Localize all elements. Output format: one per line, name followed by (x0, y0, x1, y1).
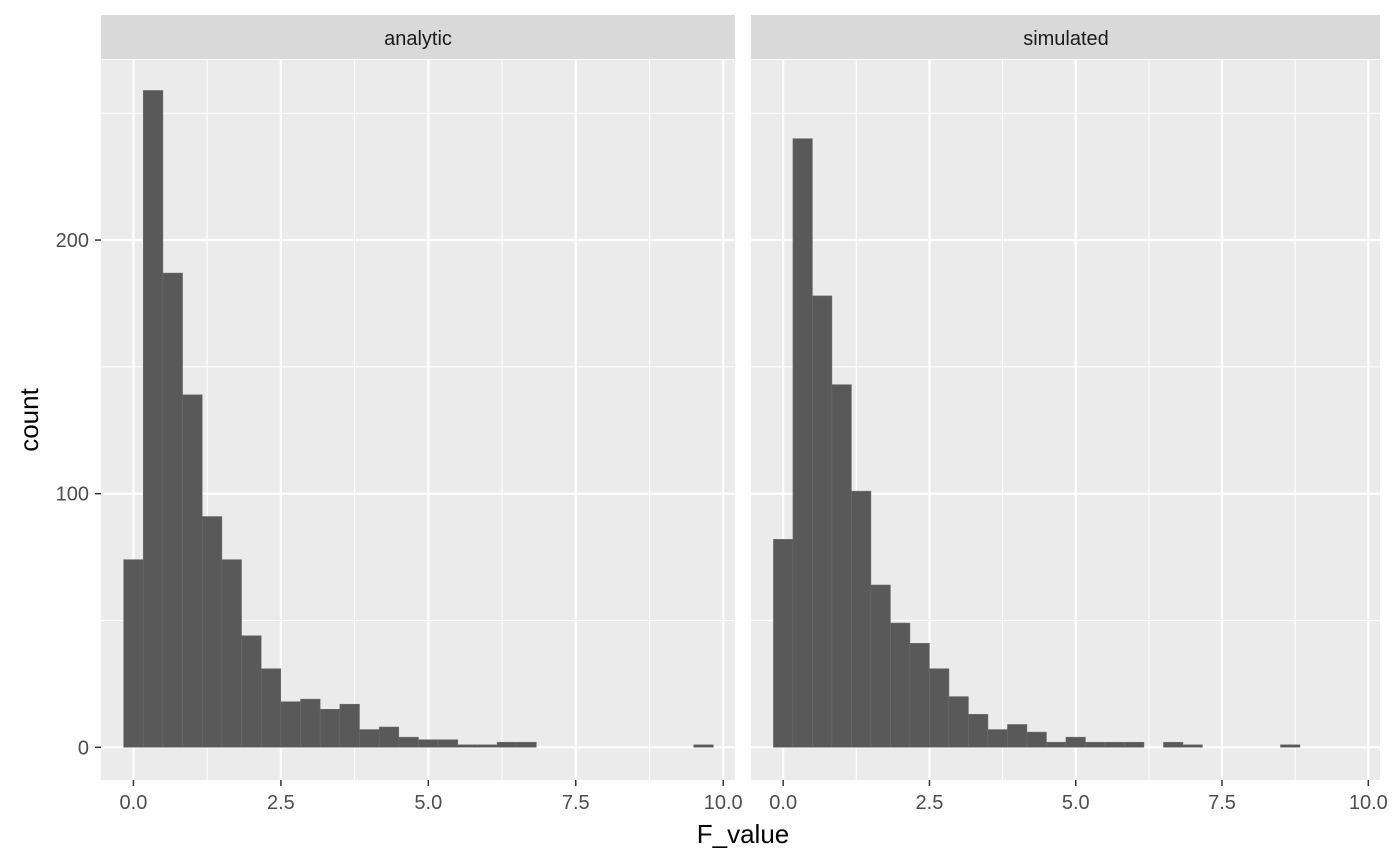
histogram-bar (1280, 744, 1301, 748)
histogram-bar (221, 559, 242, 748)
histogram-bar (870, 584, 891, 748)
histogram-bar (831, 384, 852, 748)
histogram-bar (339, 703, 360, 748)
x-tick-label: 2.5 (267, 792, 295, 814)
histogram-bar (1124, 741, 1145, 748)
histogram-bar (437, 739, 459, 748)
histogram-bar (319, 708, 341, 748)
histogram-bar (418, 739, 439, 748)
bars-analytic (123, 90, 714, 748)
histogram-bar (182, 394, 203, 748)
histogram-bar (1182, 744, 1203, 748)
histogram-bar (123, 559, 144, 748)
histogram-bar (162, 272, 183, 748)
x-tick-label: 0.0 (120, 792, 148, 814)
histogram-bar (1065, 736, 1086, 748)
x-axis-title: F_value (697, 819, 790, 849)
histogram-bar (496, 741, 517, 748)
histogram-bar (359, 729, 380, 748)
panel-simulated: simulated 0.0 2.5 5.0 7.5 10.0 (751, 15, 1388, 814)
histogram-bar (241, 635, 262, 748)
histogram-bar (909, 643, 930, 748)
histogram-bar (1026, 731, 1047, 748)
x-tick-label: 0.0 (769, 792, 797, 814)
x-axis-simulated: 0.0 2.5 5.0 7.5 10.0 (769, 780, 1388, 814)
histogram-bar (516, 741, 537, 748)
histogram-bar (773, 539, 794, 748)
y-axis: 0 100 200 (56, 230, 101, 759)
histogram-bar (812, 295, 833, 748)
histogram-bar (1085, 741, 1106, 748)
histogram-bar (929, 668, 950, 748)
histogram-bar (1104, 741, 1125, 748)
x-axis-analytic: 0.0 2.5 5.0 7.5 10.0 (120, 780, 743, 814)
strip-label-simulated: simulated (1023, 28, 1109, 50)
y-tick-label: 200 (56, 230, 89, 252)
histogram-bar (378, 726, 400, 748)
histogram-bar (851, 490, 872, 748)
y-axis-title: count (14, 387, 44, 451)
histogram-bar (792, 138, 813, 748)
histogram-bar (260, 668, 282, 748)
y-tick-label: 100 (56, 484, 89, 506)
histogram-bar (280, 701, 301, 748)
bars-simulated (773, 138, 1301, 748)
strip-analytic (101, 15, 735, 59)
x-tick-label: 5.0 (414, 792, 442, 814)
x-tick-label: 10.0 (1349, 792, 1388, 814)
histogram-bar (968, 714, 989, 748)
y-tick-label: 0 (78, 737, 89, 759)
x-tick-label: 7.5 (1208, 792, 1236, 814)
x-tick-label: 7.5 (562, 792, 590, 814)
histogram-bar (477, 744, 498, 748)
histogram-bar (457, 744, 478, 748)
histogram-bar (143, 90, 164, 748)
strip-label-analytic: analytic (384, 28, 452, 50)
histogram-bar (300, 698, 321, 748)
strip-simulated (751, 15, 1380, 59)
histogram-bar (693, 744, 714, 748)
histogram-bar (1046, 741, 1067, 748)
histogram-bar (948, 696, 969, 748)
x-tick-label: 2.5 (916, 792, 944, 814)
histogram-bar (1007, 724, 1028, 748)
histogram-bar (890, 622, 911, 748)
histogram-bar (201, 516, 223, 748)
histogram-bar (398, 736, 419, 748)
x-tick-label: 10.0 (704, 792, 743, 814)
histogram-bar (1163, 741, 1184, 748)
x-tick-label: 5.0 (1062, 792, 1090, 814)
panel-analytic: analytic 0.0 2.5 5.0 7.5 10.0 (101, 15, 743, 814)
histogram-bar (987, 729, 1008, 748)
